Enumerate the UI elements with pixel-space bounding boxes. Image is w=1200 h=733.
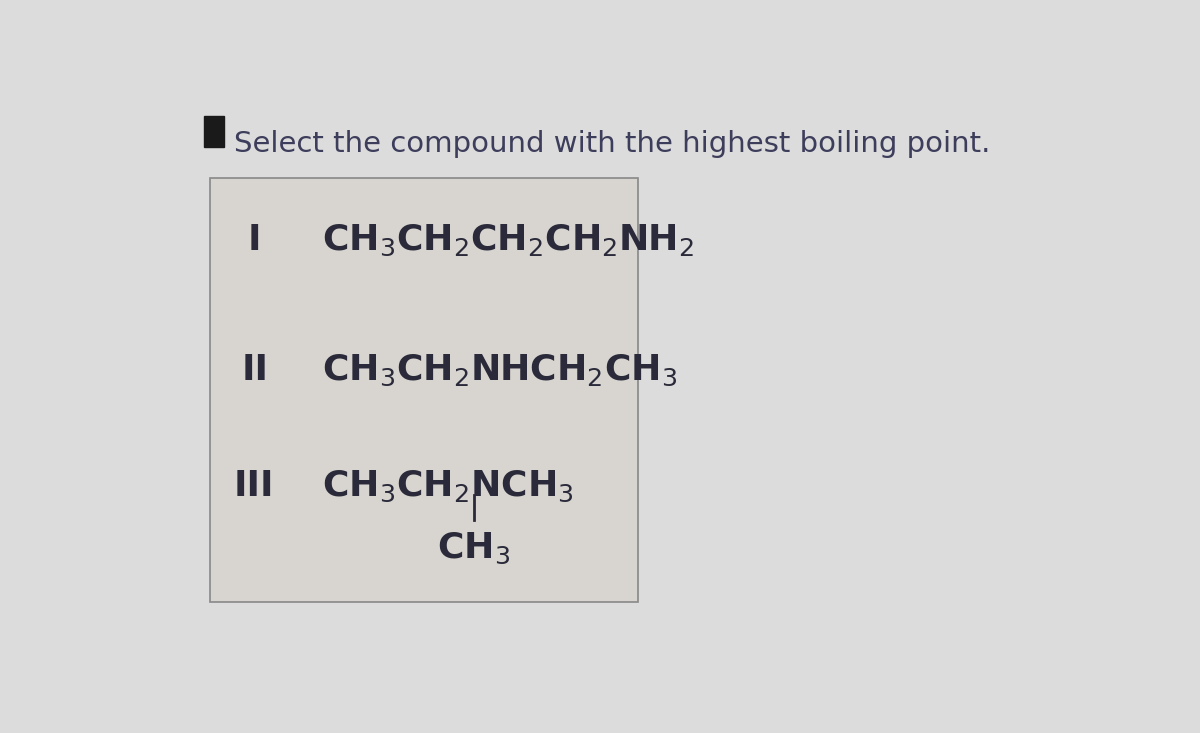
Text: Select the compound with the highest boiling point.: Select the compound with the highest boi… (234, 130, 990, 158)
FancyBboxPatch shape (210, 178, 638, 602)
Text: CH$_3$CH$_2$NCH$_3$: CH$_3$CH$_2$NCH$_3$ (322, 468, 574, 504)
Text: I: I (247, 224, 262, 257)
Text: III: III (234, 469, 274, 503)
Text: CH$_3$CH$_2$CH$_2$CH$_2$NH$_2$: CH$_3$CH$_2$CH$_2$CH$_2$NH$_2$ (322, 223, 695, 258)
Bar (204, 117, 224, 147)
Text: II: II (241, 353, 268, 387)
Text: CH$_3$: CH$_3$ (437, 530, 510, 566)
Text: CH$_3$CH$_2$NHCH$_2$CH$_3$: CH$_3$CH$_2$NHCH$_2$CH$_3$ (322, 353, 677, 388)
